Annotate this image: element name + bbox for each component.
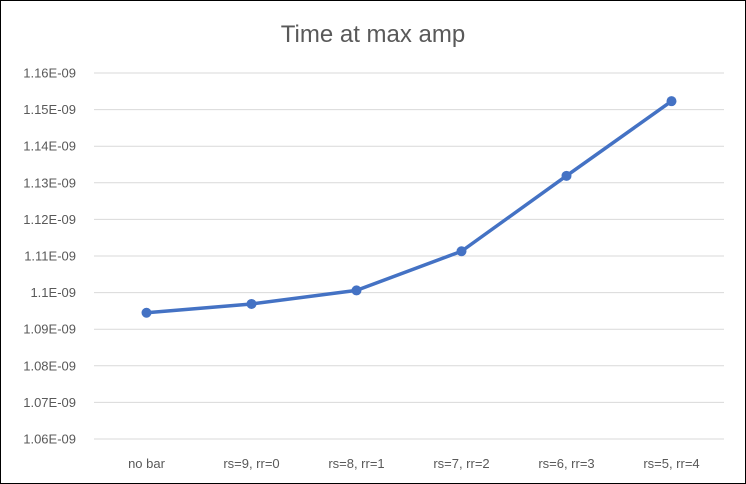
y-axis-tick-labels: 1.06E-09 1.07E-09 1.08E-09 1.09E-09 1.1E-09 1… [23, 66, 76, 447]
x-tick-label: rs=9, rr=0 [223, 456, 279, 471]
y-tick-label: 1.16E-09 [23, 66, 76, 81]
data-point-marker [456, 246, 467, 257]
y-tick-label: 1.13E-09 [23, 175, 76, 190]
x-tick-label: rs=5, rr=4 [643, 456, 699, 471]
y-tick-label: 1.08E-09 [23, 358, 76, 373]
x-tick-label: rs=7, rr=2 [433, 456, 489, 471]
chart-title: Time at max amp [281, 21, 466, 48]
y-tick-label: 1.15E-09 [23, 102, 76, 117]
data-point-marker [246, 298, 257, 309]
series-group [141, 96, 677, 318]
y-tick-label: 1.09E-09 [23, 322, 76, 337]
y-tick-label: 1.1E-09 [30, 285, 76, 300]
x-tick-label: rs=6, rr=3 [538, 456, 594, 471]
y-tick-label: 1.07E-09 [23, 395, 76, 410]
data-point-marker [666, 96, 677, 107]
series-line [144, 99, 674, 315]
y-tick-label: 1.06E-09 [23, 432, 76, 447]
x-tick-label: rs=8, rr=1 [328, 456, 384, 471]
x-axis-tick-labels: no bar rs=9, rr=0 rs=8, rr=1 rs=7, rr=2 rs=6… [128, 456, 700, 471]
y-tick-label: 1.14E-09 [23, 139, 76, 154]
y-tick-label: 1.11E-09 [24, 249, 76, 264]
data-point-marker [141, 307, 152, 318]
x-tick-label: no bar [128, 456, 166, 471]
y-tick-label: 1.12E-09 [23, 212, 76, 227]
data-point-marker [351, 285, 362, 296]
data-point-marker [561, 170, 572, 181]
gridlines [94, 72, 724, 440]
